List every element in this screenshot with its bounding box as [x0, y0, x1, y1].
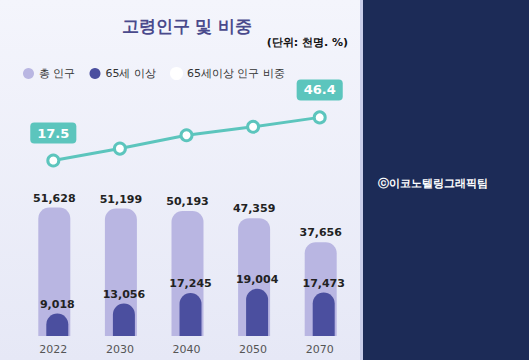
- svg-text:2022: 2022: [39, 343, 67, 356]
- svg-text:19,004: 19,004: [236, 273, 279, 286]
- svg-text:47,359: 47,359: [233, 202, 275, 215]
- svg-text:37,656: 37,656: [299, 226, 342, 239]
- svg-text:(단위: 천명. %): (단위: 천명. %): [267, 36, 348, 49]
- svg-text:17.5: 17.5: [37, 126, 69, 141]
- svg-text:2030: 2030: [106, 343, 134, 356]
- svg-text:9,018: 9,018: [40, 298, 75, 311]
- svg-text:51,199: 51,199: [100, 193, 142, 206]
- svg-text:17,245: 17,245: [169, 277, 211, 290]
- svg-text:50,193: 50,193: [166, 195, 208, 208]
- svg-text:고령인구 및 비중: 고령인구 및 비중: [122, 16, 253, 36]
- svg-text:46.4: 46.4: [304, 82, 336, 97]
- svg-text:51,628: 51,628: [33, 192, 75, 205]
- svg-text:17,473: 17,473: [302, 277, 344, 290]
- svg-text:2070: 2070: [306, 343, 334, 356]
- svg-text:ⓒ이코노텔링그래픽팀: ⓒ이코노텔링그래픽팀: [378, 177, 488, 190]
- svg-text:65세 이상: 65세 이상: [105, 67, 156, 80]
- svg-text:총 인구: 총 인구: [39, 67, 76, 80]
- svg-text:2040: 2040: [173, 343, 201, 356]
- svg-text:65세이상 인구 비중: 65세이상 인구 비중: [187, 67, 285, 80]
- svg-text:13,056: 13,056: [103, 288, 146, 301]
- svg-text:2050: 2050: [239, 343, 267, 356]
